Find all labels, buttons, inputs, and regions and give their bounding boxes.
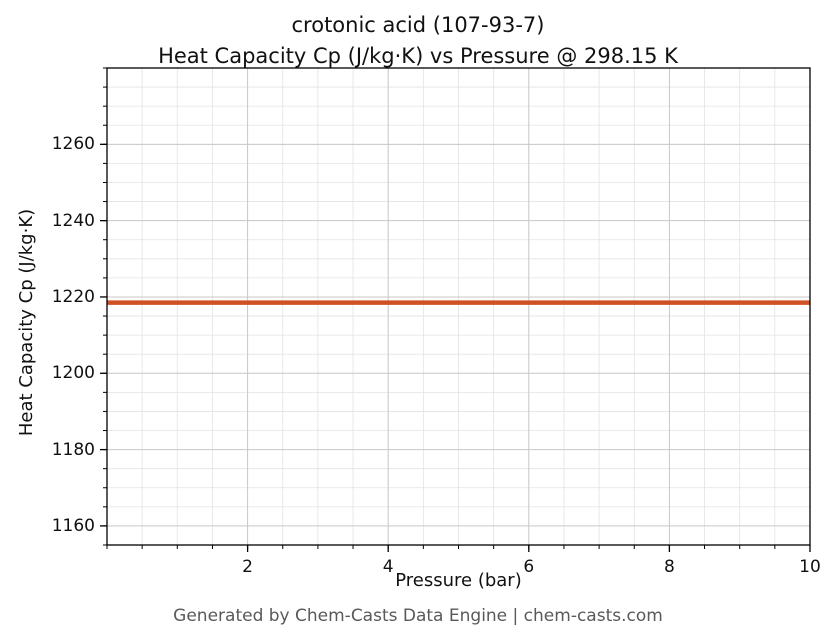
chart-title-line1: crotonic acid (107-93-7) [291, 13, 545, 37]
y-tick-label: 1200 [51, 363, 95, 384]
x-tick-label: 10 [799, 557, 821, 577]
footer-caption: Generated by Chem-Casts Data Engine | ch… [173, 606, 663, 626]
x-axis-label: Pressure (bar) [395, 570, 522, 591]
y-axis-label-text: Heat Capacity Cp (J/kg·K) [16, 208, 38, 436]
x-tick-label: 2 [242, 557, 253, 577]
x-tick-label: 6 [523, 557, 535, 577]
y-tick-label: 1180 [51, 439, 95, 460]
y-axis-label: Heat Capacity Cp (J/kg·K) [12, 0, 42, 644]
y-tick-label: 1220 [51, 286, 95, 307]
x-tick-label: 8 [663, 557, 675, 577]
y-tick-label: 1240 [51, 210, 95, 231]
chart-title-line2: Heat Capacity Cp (J/kg·K) vs Pressure @ … [158, 44, 678, 68]
y-tick-label: 1260 [51, 134, 95, 155]
x-tick-label: 4 [382, 557, 394, 577]
chart-title: crotonic acid (107-93-7) Heat Capacity C… [0, 10, 836, 72]
y-tick-label: 1160 [51, 515, 95, 536]
